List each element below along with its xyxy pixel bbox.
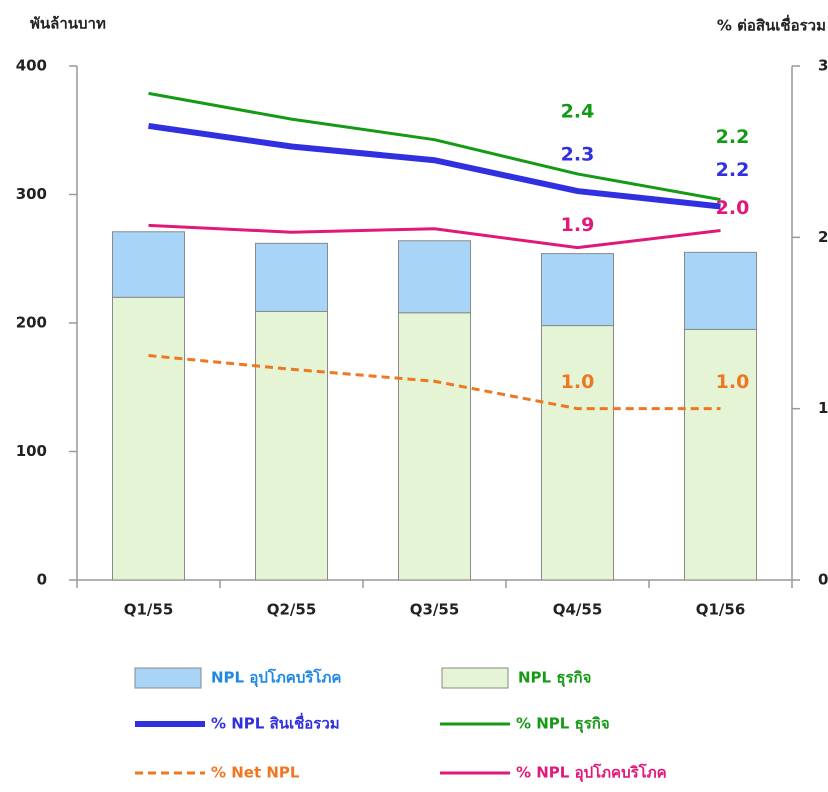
bar bbox=[255, 242, 328, 312]
legend-label: % NPL สินเชื่อรวม bbox=[211, 713, 340, 733]
line bbox=[148, 122, 721, 210]
y-tick-label: 400 bbox=[16, 57, 47, 75]
line bbox=[148, 354, 721, 411]
data-label: 1.9 bbox=[561, 214, 595, 236]
legend-swatch bbox=[134, 667, 202, 689]
legend-label: NPL ธุรกิจ bbox=[518, 669, 591, 688]
bar bbox=[112, 231, 185, 298]
x-tick-label: Q4/55 bbox=[553, 601, 603, 619]
y2-tick-label: 1 bbox=[818, 399, 828, 417]
y2-tick-label: 2 bbox=[818, 228, 828, 246]
bar bbox=[684, 328, 757, 581]
data-label: 1.0 bbox=[561, 371, 595, 393]
data-label: 1.0 bbox=[716, 371, 750, 393]
y-tick-label: 100 bbox=[16, 442, 47, 460]
y-tick-label: 0 bbox=[37, 571, 47, 589]
line bbox=[148, 223, 721, 250]
data-label: 2.2 bbox=[716, 126, 750, 148]
bar bbox=[398, 312, 471, 581]
bar bbox=[684, 251, 757, 330]
x-tick-label: Q3/55 bbox=[410, 601, 460, 619]
line bbox=[148, 91, 721, 202]
y2-axis-label: % ต่อสินเชื่อรวม bbox=[717, 15, 826, 35]
data-label: 2.0 bbox=[716, 197, 750, 219]
legend-label: % NPL ธุรกิจ bbox=[516, 715, 610, 734]
legend-label: % Net NPL bbox=[211, 764, 300, 782]
bar bbox=[255, 310, 328, 581]
x-tick-label: Q2/55 bbox=[267, 601, 317, 619]
data-label: 2.4 bbox=[561, 100, 595, 122]
x-tick-label: Q1/55 bbox=[124, 601, 174, 619]
y-axis-label: พันล้านบาท bbox=[30, 15, 106, 33]
y-tick-label: 300 bbox=[16, 185, 47, 203]
legend-label: % NPL อุปโภคบริโภค bbox=[516, 763, 667, 783]
x-tick-label: Q1/56 bbox=[696, 601, 746, 619]
legend-swatch bbox=[441, 667, 509, 689]
y-tick-label: 200 bbox=[16, 314, 47, 332]
legend-label: NPL อุปโภคบริโภค bbox=[211, 668, 341, 688]
y2-tick-label: 3 bbox=[818, 57, 828, 75]
data-label: 2.2 bbox=[716, 159, 750, 181]
bar bbox=[541, 325, 614, 581]
y2-tick-label: 0 bbox=[818, 571, 828, 589]
bar bbox=[541, 253, 614, 327]
data-label: 2.3 bbox=[561, 144, 595, 166]
bar bbox=[398, 240, 471, 314]
bar bbox=[112, 296, 185, 581]
